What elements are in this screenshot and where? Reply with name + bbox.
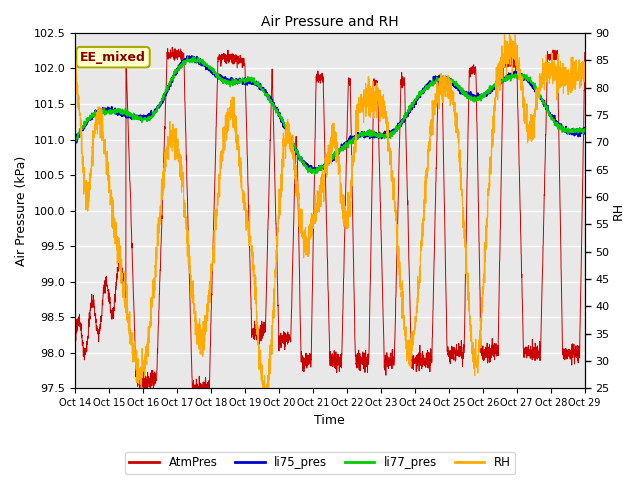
Y-axis label: RH: RH xyxy=(612,202,625,220)
Title: Air Pressure and RH: Air Pressure and RH xyxy=(261,15,399,29)
Legend: AtmPres, li75_pres, li77_pres, RH: AtmPres, li75_pres, li77_pres, RH xyxy=(125,452,515,474)
Text: EE_mixed: EE_mixed xyxy=(80,51,146,64)
Y-axis label: Air Pressure (kPa): Air Pressure (kPa) xyxy=(15,156,28,266)
X-axis label: Time: Time xyxy=(314,414,345,427)
